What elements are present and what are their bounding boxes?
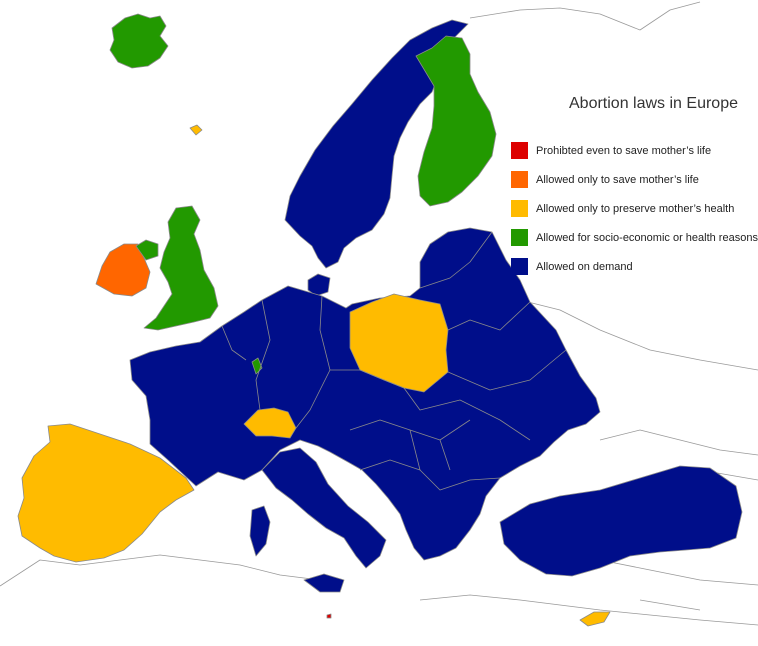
legend-swatch xyxy=(511,171,528,188)
legend-label: Allowed for socio-economic or health rea… xyxy=(536,231,758,244)
neighbouring-land-outlines xyxy=(0,1,758,626)
region-finland xyxy=(415,35,497,207)
region-iceland xyxy=(109,13,169,69)
legend-swatch xyxy=(511,200,528,217)
border-line xyxy=(255,299,271,411)
region-united-kingdom xyxy=(143,205,219,331)
region-iberia xyxy=(17,423,195,563)
country-borders xyxy=(221,231,567,491)
legend-swatch xyxy=(511,229,528,246)
border-line xyxy=(419,231,493,289)
region-turkey xyxy=(499,465,743,577)
border-line xyxy=(330,369,531,441)
legend-label: Allowed only to save mother’s life xyxy=(536,173,699,186)
border-line xyxy=(447,301,531,331)
legend-swatch xyxy=(511,258,528,275)
region-faroe-islands xyxy=(189,124,203,136)
north-africa-outline xyxy=(0,554,758,626)
legend-item-prohibited: Prohibted even to save mother’s life xyxy=(511,136,758,165)
border-line xyxy=(447,349,567,391)
legend-title: Abortion laws in Europe xyxy=(569,95,738,112)
region-italy xyxy=(249,447,387,593)
legend-swatch xyxy=(511,142,528,159)
legend-item-health: Allowed only to preserve mother’s health xyxy=(511,194,758,223)
legend-label: Prohibted even to save mother’s life xyxy=(536,144,712,157)
region-cyprus xyxy=(579,611,611,627)
middle-east-outline xyxy=(599,559,758,611)
region-northern-ireland xyxy=(135,239,159,261)
legend: Prohibted even to save mother’s life All… xyxy=(511,136,758,281)
legend-item-life: Allowed only to save mother’s life xyxy=(511,165,758,194)
border-line xyxy=(221,325,247,361)
region-mainland-europe xyxy=(129,227,601,561)
legend-label: Allowed on demand xyxy=(536,260,633,273)
legend-item-socio: Allowed for socio-economic or health rea… xyxy=(511,223,758,252)
legend-item-demand: Allowed on demand xyxy=(511,252,758,281)
region-ireland xyxy=(95,243,151,297)
legend-label: Allowed only to preserve mother’s health xyxy=(536,202,735,215)
border-line xyxy=(409,429,451,471)
region-scandinavia xyxy=(284,19,469,297)
border-line xyxy=(359,459,501,491)
region-malta xyxy=(326,613,332,619)
russia-outline xyxy=(469,1,758,371)
